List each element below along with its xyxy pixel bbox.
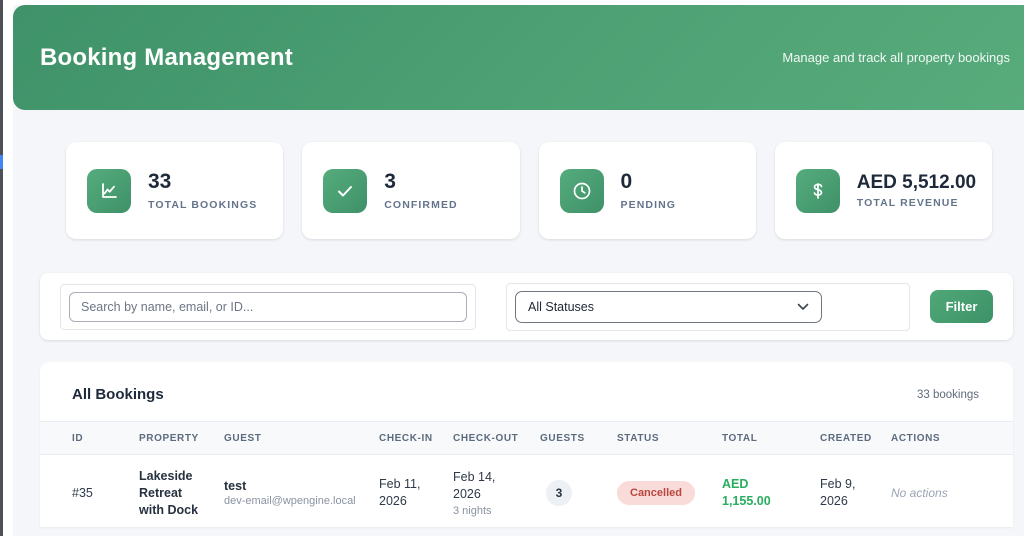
status-field-wrapper: All Statuses <box>506 282 910 331</box>
filter-button[interactable]: Filter <box>930 290 993 323</box>
dollar-icon <box>795 168 840 213</box>
stat-label: PENDING <box>620 198 677 211</box>
table-title: All Bookings <box>72 386 164 403</box>
guest-email: dev-email@wpengine.local <box>224 495 356 508</box>
left-gutter <box>3 0 13 536</box>
booking-id-cell: #35 <box>72 486 93 501</box>
stat-value: AED 5,512.00 <box>856 171 977 193</box>
window-edge-blue-marker <box>0 155 3 169</box>
window-left-edge <box>0 0 3 536</box>
stat-value: 0 <box>620 170 633 194</box>
table-row[interactable]: #35 Lakeside Retreat with Dock test dev-… <box>40 455 1013 527</box>
stat-text: 0 PENDING <box>621 170 746 210</box>
search-input[interactable] <box>69 291 467 322</box>
page-subtitle: Manage and track all property bookings <box>782 50 1010 65</box>
created-cell: Feb 9, 2026 <box>820 477 856 509</box>
column-header-guests: GUESTS <box>540 432 585 444</box>
column-header-total: TOTAL <box>722 432 758 444</box>
actions-cell: No actions <box>891 486 948 501</box>
stat-card-total-revenue: AED 5,512.00 TOTAL REVENUE <box>774 142 992 239</box>
guest-name: test <box>224 479 247 494</box>
table-title-row: All Bookings 33 bookings <box>40 362 1013 421</box>
stats-row: 33 TOTAL BOOKINGS 3 CONFIRMED 0 PENDING <box>66 142 992 239</box>
stat-text: 3 CONFIRMED <box>384 170 509 210</box>
filter-bar: All Statuses Filter <box>40 273 1013 340</box>
stat-label: TOTAL REVENUE <box>856 197 959 210</box>
column-header-check-in: CHECK-IN <box>379 432 433 444</box>
nights-label: 3 nights <box>453 505 492 518</box>
bookings-table-card: All Bookings 33 bookings ID PROPERTY GUE… <box>40 362 1013 527</box>
check-out-date: Feb 14, 2026 <box>453 470 496 502</box>
column-header-guest: GUEST <box>224 432 262 444</box>
total-cell: AED 1,155.00 <box>722 477 771 509</box>
stat-card-confirmed: 3 CONFIRMED <box>302 142 520 239</box>
page-header-banner: Booking Management Manage and track all … <box>13 5 1024 110</box>
guests-count-badge: 3 <box>546 480 572 507</box>
chevron-down-icon <box>797 303 809 311</box>
guest-cell: test dev-email@wpengine.local <box>224 479 379 507</box>
column-header-status: STATUS <box>617 432 660 444</box>
check-in-cell: Feb 11, 2026 <box>379 477 421 509</box>
status-select[interactable]: All Statuses <box>515 290 822 323</box>
status-select-value: All Statuses <box>528 299 595 314</box>
bookings-count: 33 bookings <box>916 388 979 401</box>
column-header-created: CREATED <box>820 432 872 444</box>
chart-line-icon <box>87 168 131 213</box>
page-title: Booking Management <box>40 43 293 71</box>
column-header-actions: ACTIONS <box>891 432 941 444</box>
check-out-cell: Feb 14, 2026 3 nights <box>453 469 540 517</box>
clock-icon <box>559 168 604 213</box>
search-field-wrapper <box>60 283 476 330</box>
stat-label: CONFIRMED <box>384 198 458 211</box>
column-header-id: ID <box>72 432 84 444</box>
guests-cell: 3 <box>540 480 617 507</box>
table-header-row: ID PROPERTY GUEST CHECK-IN CHECK-OUT GUE… <box>40 421 1013 455</box>
stat-value: 33 <box>148 170 172 194</box>
stat-text: 33 TOTAL BOOKINGS <box>148 170 273 210</box>
stat-value: 3 <box>384 170 396 194</box>
stat-label: TOTAL BOOKINGS <box>148 198 258 211</box>
top-gutter <box>3 0 1024 5</box>
stat-card-total-bookings: 33 TOTAL BOOKINGS <box>66 142 284 239</box>
column-header-check-out: CHECK-OUT <box>453 432 519 444</box>
status-badge: Cancelled <box>617 481 695 506</box>
property-cell: Lakeside Retreat with Dock <box>139 469 199 517</box>
column-header-property: PROPERTY <box>139 432 199 444</box>
stat-card-pending: 0 PENDING <box>538 142 756 239</box>
check-icon <box>323 168 368 213</box>
status-cell: Cancelled <box>617 481 722 506</box>
stat-text: AED 5,512.00 TOTAL REVENUE <box>857 172 982 210</box>
